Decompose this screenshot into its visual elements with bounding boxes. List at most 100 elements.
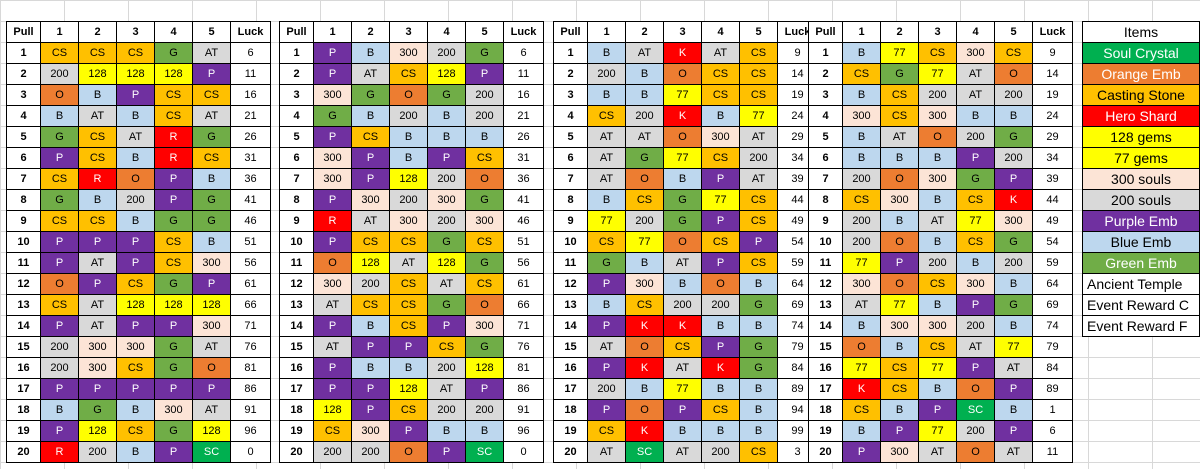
pull-item-cell[interactable]: G (40, 126, 79, 148)
pull-item-cell[interactable]: 200 (918, 84, 957, 106)
pull-item-cell[interactable]: G (739, 357, 778, 379)
pull-item-cell[interactable]: CS (701, 84, 740, 106)
pull-number-cell[interactable]: 3 (553, 84, 588, 106)
pull-item-cell[interactable]: AT (956, 336, 995, 358)
pull-item-cell[interactable]: G (994, 126, 1033, 148)
luck-cell[interactable]: 6 (503, 42, 544, 64)
pull-item-cell[interactable]: CS (842, 63, 881, 85)
column-header[interactable]: 4 (154, 21, 193, 43)
pull-item-cell[interactable]: O (956, 378, 995, 400)
pull-item-cell[interactable]: B (625, 252, 664, 274)
pull-number-cell[interactable]: 20 (808, 441, 843, 463)
pull-number-cell[interactable]: 11 (808, 252, 843, 274)
pull-item-cell[interactable]: G (739, 294, 778, 316)
luck-cell[interactable]: 96 (503, 420, 544, 442)
pull-item-cell[interactable]: B (427, 105, 466, 127)
pull-item-cell[interactable]: 77 (918, 63, 957, 85)
pull-item-cell[interactable]: CS (389, 294, 428, 316)
pull-number-cell[interactable]: 14 (279, 315, 314, 337)
pull-item-cell[interactable]: B (956, 105, 995, 127)
luck-cell[interactable]: 6 (1032, 420, 1073, 442)
pull-item-cell[interactable]: B (427, 126, 466, 148)
pull-item-cell[interactable]: 300 (313, 273, 352, 295)
luck-cell[interactable]: 34 (1032, 147, 1073, 169)
pull-item-cell[interactable]: AT (389, 252, 428, 274)
pull-item-cell[interactable]: G (154, 420, 193, 442)
pull-item-cell[interactable]: 128 (192, 420, 231, 442)
column-header[interactable]: 5 (465, 21, 504, 43)
pull-item-cell[interactable]: P (587, 357, 626, 379)
pull-number-cell[interactable]: 1 (553, 42, 588, 64)
pull-number-cell[interactable]: 7 (6, 168, 41, 190)
pull-number-cell[interactable]: 1 (808, 42, 843, 64)
pull-item-cell[interactable]: K (663, 105, 702, 127)
pull-item-cell[interactable]: P (389, 420, 428, 442)
pull-item-cell[interactable]: G (154, 42, 193, 64)
luck-cell[interactable]: 71 (230, 315, 271, 337)
pull-number-cell[interactable]: 8 (553, 189, 588, 211)
pull-number-cell[interactable]: 10 (808, 231, 843, 253)
pull-item-cell[interactable]: B (701, 105, 740, 127)
pull-item-cell[interactable]: G (192, 210, 231, 232)
pull-item-cell[interactable]: AT (78, 105, 117, 127)
pull-item-cell[interactable]: CS (389, 399, 428, 421)
pull-item-cell[interactable]: CS (663, 336, 702, 358)
pull-item-cell[interactable]: G (192, 189, 231, 211)
column-header[interactable]: Luck (1032, 21, 1073, 43)
luck-cell[interactable]: 41 (503, 189, 544, 211)
pull-number-cell[interactable]: 4 (553, 105, 588, 127)
pull-item-cell[interactable]: P (351, 378, 390, 400)
pull-item-cell[interactable]: O (880, 168, 919, 190)
column-header[interactable]: 3 (918, 21, 957, 43)
luck-cell[interactable]: 46 (503, 210, 544, 232)
pull-item-cell[interactable]: G (154, 273, 193, 295)
pull-item-cell[interactable]: P (427, 315, 466, 337)
legend-item[interactable]: 128 gems (1082, 126, 1200, 148)
luck-cell[interactable]: 41 (230, 189, 271, 211)
pull-item-cell[interactable]: 300 (994, 210, 1033, 232)
pull-item-cell[interactable]: 300 (918, 105, 957, 127)
pull-item-cell[interactable]: B (701, 420, 740, 442)
pull-number-cell[interactable]: 17 (279, 378, 314, 400)
pull-item-cell[interactable]: CS (389, 231, 428, 253)
pull-item-cell[interactable]: P (587, 399, 626, 421)
pull-item-cell[interactable]: CS (994, 42, 1033, 64)
pull-item-cell[interactable]: AT (994, 357, 1033, 379)
pull-item-cell[interactable]: R (313, 210, 352, 232)
pull-item-cell[interactable]: 200 (587, 63, 626, 85)
pull-item-cell[interactable]: CS (78, 147, 117, 169)
luck-cell[interactable]: 6 (230, 42, 271, 64)
column-header[interactable]: 5 (994, 21, 1033, 43)
luck-cell[interactable]: 64 (1032, 273, 1073, 295)
pull-item-cell[interactable]: 200 (78, 441, 117, 463)
pull-item-cell[interactable]: P (154, 168, 193, 190)
pull-number-cell[interactable]: 2 (279, 63, 314, 85)
pull-item-cell[interactable]: B (587, 189, 626, 211)
pull-number-cell[interactable]: 7 (279, 168, 314, 190)
pull-item-cell[interactable]: R (78, 168, 117, 190)
pull-item-cell[interactable]: G (154, 336, 193, 358)
pull-item-cell[interactable]: B (351, 315, 390, 337)
pull-item-cell[interactable]: 77 (587, 210, 626, 232)
pull-item-cell[interactable]: AT (625, 126, 664, 148)
luck-cell[interactable]: 74 (777, 315, 818, 337)
pull-item-cell[interactable]: P (956, 294, 995, 316)
pull-number-cell[interactable]: 12 (6, 273, 41, 295)
pull-item-cell[interactable]: CS (739, 63, 778, 85)
pull-item-cell[interactable]: SC (192, 441, 231, 463)
pull-item-cell[interactable]: CS (739, 210, 778, 232)
pull-number-cell[interactable]: 11 (279, 252, 314, 274)
luck-cell[interactable]: 9 (1032, 42, 1073, 64)
pull-item-cell[interactable]: B (465, 126, 504, 148)
luck-cell[interactable]: 26 (503, 126, 544, 148)
pull-item-cell[interactable]: G (625, 147, 664, 169)
pull-item-cell[interactable]: 200 (956, 126, 995, 148)
pull-number-cell[interactable]: 2 (808, 63, 843, 85)
pull-item-cell[interactable]: P (994, 378, 1033, 400)
legend-item[interactable]: Event Reward C (1082, 294, 1200, 316)
pull-item-cell[interactable]: B (842, 147, 881, 169)
pull-number-cell[interactable]: 1 (6, 42, 41, 64)
pull-number-cell[interactable]: 14 (808, 315, 843, 337)
pull-item-cell[interactable]: P (116, 84, 155, 106)
pull-item-cell[interactable]: G (956, 168, 995, 190)
